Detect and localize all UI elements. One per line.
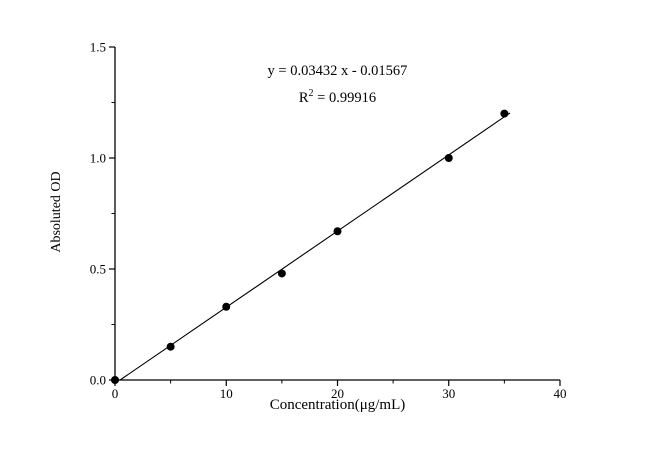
fit-line: [119, 112, 511, 381]
fit-equation-text: y = 0.03432 x - 0.01567: [267, 63, 408, 79]
r-squared-text: R2 = 0.99916: [115, 85, 560, 107]
x-tick-label: 30: [442, 386, 455, 401]
y-tick-label: 0.5: [90, 262, 106, 277]
data-point: [500, 109, 509, 118]
data-point: [222, 302, 231, 311]
r-squared-value: = 0.99916: [313, 89, 377, 106]
x-axis-title: Concentration(μg/mL): [269, 397, 406, 413]
data-point: [277, 269, 286, 278]
y-tick-label: 1.5: [90, 40, 106, 55]
data-point: [333, 227, 342, 236]
y-tick-label: 0.0: [90, 373, 106, 388]
y-axis-title: Absoluted OD: [49, 171, 64, 253]
x-tick-label: 40: [554, 386, 567, 401]
x-tick-label: 20: [331, 386, 344, 401]
r-squared-prefix: R: [298, 89, 309, 106]
y-tick-label: 1.0: [90, 151, 106, 166]
fit-annotation: y = 0.03432 x - 0.01567 R2 = 0.99916: [115, 62, 560, 107]
x-tick-label: 0: [112, 386, 119, 401]
data-point: [166, 342, 175, 351]
data-point: [444, 154, 453, 162]
x-tick-label: 10: [220, 386, 233, 401]
data-point: [111, 376, 119, 384]
r-squared-superscript: 2: [308, 88, 314, 99]
